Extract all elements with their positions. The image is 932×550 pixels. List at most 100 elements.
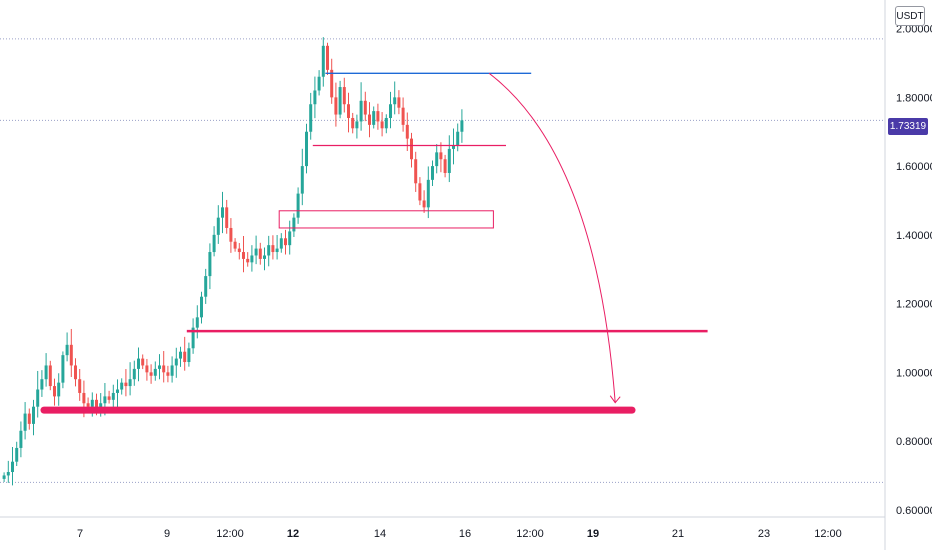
last-price-badge: 1.73319 bbox=[888, 118, 928, 135]
y-tick-label: 1.40000 bbox=[896, 230, 932, 242]
candle-down bbox=[414, 159, 418, 184]
candle-down bbox=[351, 117, 355, 129]
candle-down bbox=[418, 183, 422, 201]
candle-up bbox=[447, 148, 451, 173]
candle-down bbox=[443, 159, 447, 173]
candle-up bbox=[61, 355, 65, 383]
candle-down bbox=[397, 97, 401, 108]
candle-up bbox=[90, 399, 94, 407]
currency-button[interactable]: USDT bbox=[895, 6, 925, 26]
candle-down bbox=[246, 258, 250, 263]
candle-down bbox=[422, 200, 426, 208]
candle-down bbox=[149, 372, 153, 376]
candle-down bbox=[405, 124, 409, 139]
candle-down bbox=[145, 365, 149, 373]
candle-up bbox=[288, 231, 292, 246]
candle-up bbox=[170, 365, 174, 376]
candle-down bbox=[363, 100, 367, 115]
x-tick-label: 12:00 bbox=[216, 528, 244, 540]
candle-up bbox=[275, 248, 279, 253]
candle-down bbox=[229, 227, 233, 242]
candle-up bbox=[32, 406, 35, 424]
candle-up bbox=[179, 351, 182, 359]
candle-up bbox=[204, 276, 208, 297]
candle-up bbox=[431, 166, 434, 180]
candle-down bbox=[258, 248, 262, 259]
candle-up bbox=[305, 131, 308, 167]
candle-down bbox=[27, 413, 31, 424]
y-tick-label: 0.80000 bbox=[896, 436, 932, 448]
candle-down bbox=[69, 344, 73, 366]
candle-down bbox=[284, 238, 287, 246]
candle-down bbox=[82, 392, 86, 404]
candle-up bbox=[6, 472, 10, 476]
candle-up bbox=[44, 365, 48, 380]
x-tick-label: 9 bbox=[164, 528, 170, 540]
candle-down bbox=[78, 379, 82, 393]
candle-down bbox=[74, 365, 77, 380]
forecast-arrowhead bbox=[609, 395, 621, 404]
candle-up bbox=[57, 382, 61, 397]
candle-up bbox=[292, 217, 296, 232]
candle-up bbox=[195, 317, 199, 328]
candle-up bbox=[216, 217, 220, 235]
candle-up bbox=[254, 248, 258, 256]
candle-down bbox=[53, 386, 56, 397]
candle-up bbox=[132, 368, 136, 380]
candle-down bbox=[401, 107, 405, 125]
candle-up bbox=[158, 365, 161, 369]
candle-down bbox=[233, 241, 237, 249]
x-tick-label: 12:00 bbox=[814, 528, 842, 540]
candle-down bbox=[225, 207, 229, 228]
candle-up bbox=[191, 327, 195, 349]
candle-up bbox=[460, 120, 464, 132]
y-tick-label: 1.00000 bbox=[896, 367, 932, 379]
y-tick-label: 1.80000 bbox=[896, 92, 932, 104]
candle-up bbox=[36, 389, 40, 407]
candle-up bbox=[452, 145, 455, 149]
annotation-zone-box bbox=[278, 210, 494, 229]
candle-up bbox=[267, 245, 271, 256]
candle-up bbox=[137, 358, 140, 369]
candle-up bbox=[250, 255, 254, 263]
candle-up bbox=[372, 111, 376, 125]
x-tick-label: 19 bbox=[587, 528, 599, 540]
candle-up bbox=[389, 104, 392, 118]
candle-up bbox=[263, 255, 266, 259]
candle-up bbox=[296, 193, 300, 218]
candle-down bbox=[141, 358, 145, 366]
candle-up bbox=[11, 461, 14, 473]
candle-up bbox=[174, 358, 178, 366]
candle-up bbox=[313, 90, 317, 105]
candle-up bbox=[103, 396, 107, 404]
candle-down bbox=[342, 87, 346, 105]
candle-up bbox=[187, 348, 191, 363]
candle-down bbox=[330, 69, 334, 98]
candle-up bbox=[359, 100, 363, 122]
x-tick-label: 16 bbox=[459, 528, 471, 540]
x-tick-label: 23 bbox=[758, 528, 770, 540]
candle-down bbox=[124, 382, 128, 387]
candle-down bbox=[334, 97, 338, 115]
candle-up bbox=[120, 382, 124, 390]
x-tick-label: 12 bbox=[287, 528, 299, 540]
candle-up bbox=[153, 368, 157, 376]
candle-down bbox=[166, 372, 170, 376]
candle-up bbox=[435, 152, 439, 167]
candle-up bbox=[221, 207, 224, 218]
candle-down bbox=[95, 399, 98, 411]
candle-down bbox=[326, 45, 329, 70]
candle-down bbox=[380, 121, 384, 129]
x-tick-label: 21 bbox=[672, 528, 684, 540]
candle-up bbox=[426, 179, 430, 208]
candle-up bbox=[338, 87, 342, 115]
candle-up bbox=[19, 430, 23, 448]
candle-down bbox=[242, 252, 245, 259]
candle-up bbox=[15, 447, 19, 462]
x-tick-label: 7 bbox=[77, 528, 83, 540]
y-tick-label: 2.00000 bbox=[896, 24, 932, 36]
candle-up bbox=[456, 131, 460, 146]
candle-down bbox=[237, 248, 241, 253]
